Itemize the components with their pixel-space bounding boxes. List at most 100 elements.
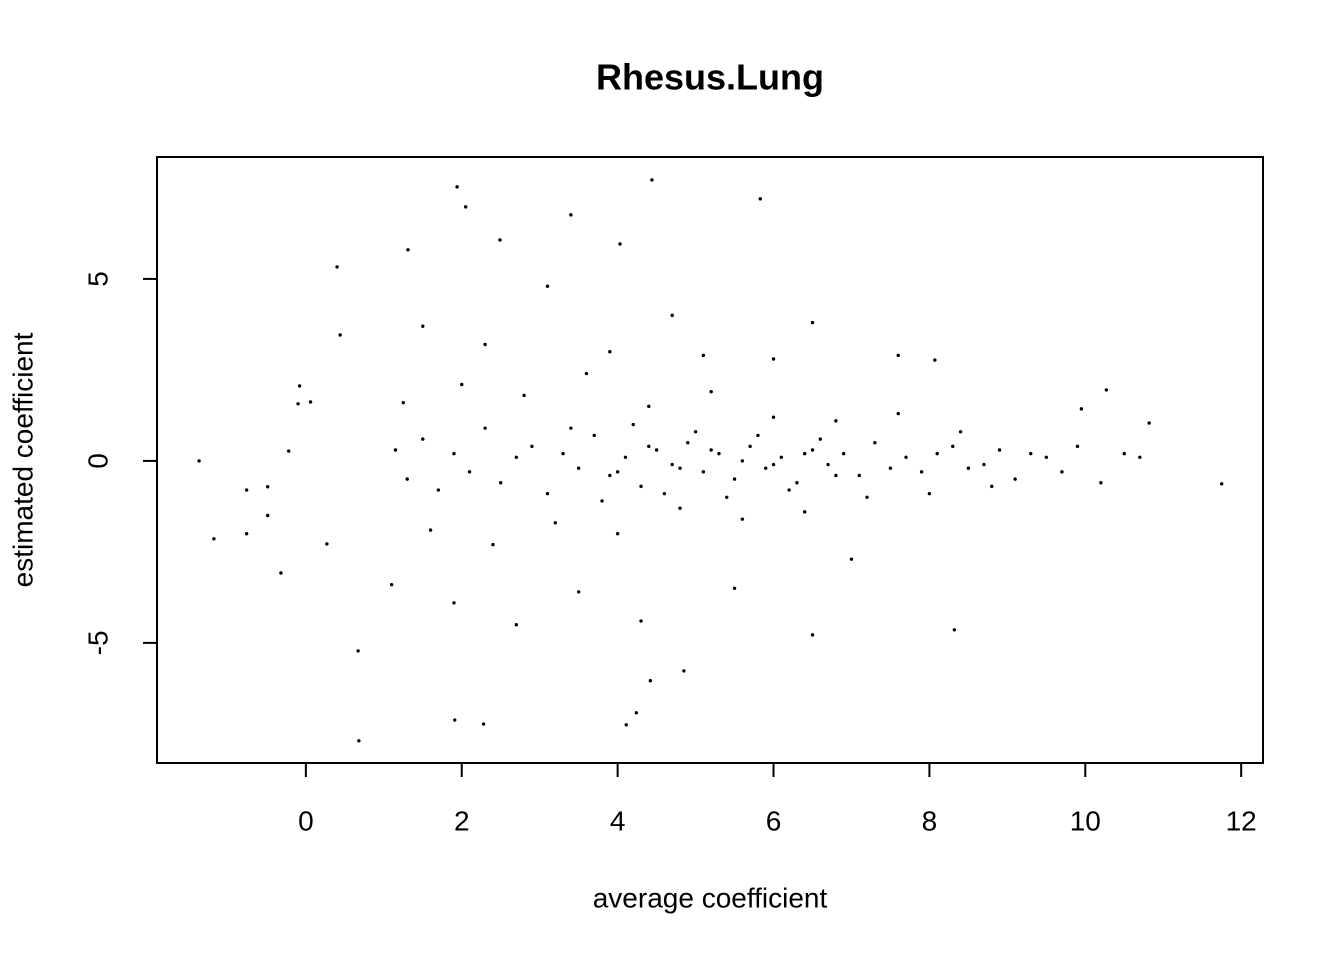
point bbox=[826, 462, 830, 467]
x-tick-label: 12 bbox=[1226, 805, 1257, 836]
point bbox=[771, 462, 776, 467]
point bbox=[244, 532, 249, 536]
point bbox=[463, 205, 468, 209]
point bbox=[771, 357, 776, 361]
point bbox=[491, 542, 495, 547]
point bbox=[452, 601, 456, 605]
point bbox=[393, 448, 398, 452]
point bbox=[389, 582, 394, 587]
point bbox=[244, 488, 249, 492]
point bbox=[634, 711, 639, 715]
point bbox=[1075, 444, 1080, 449]
point bbox=[401, 400, 405, 405]
point bbox=[810, 320, 815, 325]
point bbox=[296, 402, 300, 406]
point bbox=[857, 473, 861, 478]
point bbox=[279, 571, 283, 575]
point bbox=[740, 517, 745, 521]
point bbox=[997, 448, 1002, 452]
point bbox=[709, 448, 713, 452]
y-tick-label: 5 bbox=[82, 271, 113, 287]
point bbox=[904, 455, 908, 459]
x-axis-label: average coefficient bbox=[593, 882, 828, 913]
point bbox=[648, 679, 653, 683]
x-tick-label: 4 bbox=[610, 805, 626, 836]
point bbox=[615, 470, 620, 474]
point bbox=[896, 411, 900, 416]
point bbox=[569, 213, 573, 217]
point bbox=[982, 462, 986, 467]
y-tick-label: 0 bbox=[82, 453, 113, 469]
point bbox=[802, 451, 807, 456]
x-tick-label: 2 bbox=[454, 805, 470, 836]
point bbox=[325, 542, 329, 546]
plot-frame bbox=[156, 156, 1264, 764]
point bbox=[452, 451, 456, 456]
point bbox=[514, 455, 519, 459]
point bbox=[849, 557, 854, 561]
point bbox=[951, 444, 955, 449]
point bbox=[834, 419, 838, 423]
point bbox=[530, 444, 534, 449]
point bbox=[600, 499, 604, 503]
point bbox=[1013, 477, 1017, 481]
point bbox=[623, 455, 628, 459]
point bbox=[802, 510, 807, 514]
point bbox=[561, 451, 565, 456]
point bbox=[662, 491, 667, 496]
point bbox=[896, 353, 900, 358]
point bbox=[834, 473, 838, 478]
point bbox=[335, 265, 339, 269]
point bbox=[265, 513, 270, 518]
point bbox=[421, 324, 425, 328]
point bbox=[357, 739, 361, 743]
point bbox=[693, 430, 698, 434]
point bbox=[1060, 470, 1064, 474]
point bbox=[498, 238, 502, 242]
point bbox=[654, 448, 659, 452]
point bbox=[764, 466, 768, 470]
point bbox=[428, 528, 433, 532]
point bbox=[553, 521, 557, 525]
point bbox=[265, 485, 270, 489]
point bbox=[682, 669, 686, 673]
point bbox=[212, 537, 216, 541]
point bbox=[338, 333, 342, 337]
point bbox=[421, 437, 425, 441]
point bbox=[576, 590, 581, 594]
point bbox=[771, 415, 776, 419]
point bbox=[678, 466, 682, 470]
point bbox=[1079, 407, 1084, 411]
point bbox=[639, 484, 643, 489]
point bbox=[514, 622, 519, 627]
point bbox=[287, 449, 291, 453]
point bbox=[966, 466, 971, 470]
point bbox=[818, 437, 822, 441]
point bbox=[356, 649, 360, 653]
point bbox=[584, 371, 589, 376]
point bbox=[873, 441, 877, 445]
point bbox=[756, 433, 760, 438]
point bbox=[810, 633, 815, 637]
x-tick-label: 6 bbox=[766, 805, 782, 836]
y-axis-label: estimated coefficient bbox=[7, 332, 38, 587]
point bbox=[1044, 455, 1049, 459]
point bbox=[624, 723, 628, 727]
point bbox=[545, 491, 550, 496]
point bbox=[522, 393, 526, 398]
point bbox=[841, 451, 846, 456]
point bbox=[865, 495, 869, 500]
point bbox=[608, 350, 612, 354]
point bbox=[308, 400, 313, 404]
point bbox=[740, 459, 745, 463]
point bbox=[701, 353, 706, 358]
point bbox=[686, 441, 690, 445]
point bbox=[1122, 451, 1126, 456]
point bbox=[453, 718, 457, 722]
point bbox=[647, 444, 651, 449]
point bbox=[1104, 388, 1109, 392]
point bbox=[569, 426, 573, 430]
point bbox=[935, 451, 939, 456]
point bbox=[670, 462, 674, 467]
point bbox=[952, 628, 957, 632]
